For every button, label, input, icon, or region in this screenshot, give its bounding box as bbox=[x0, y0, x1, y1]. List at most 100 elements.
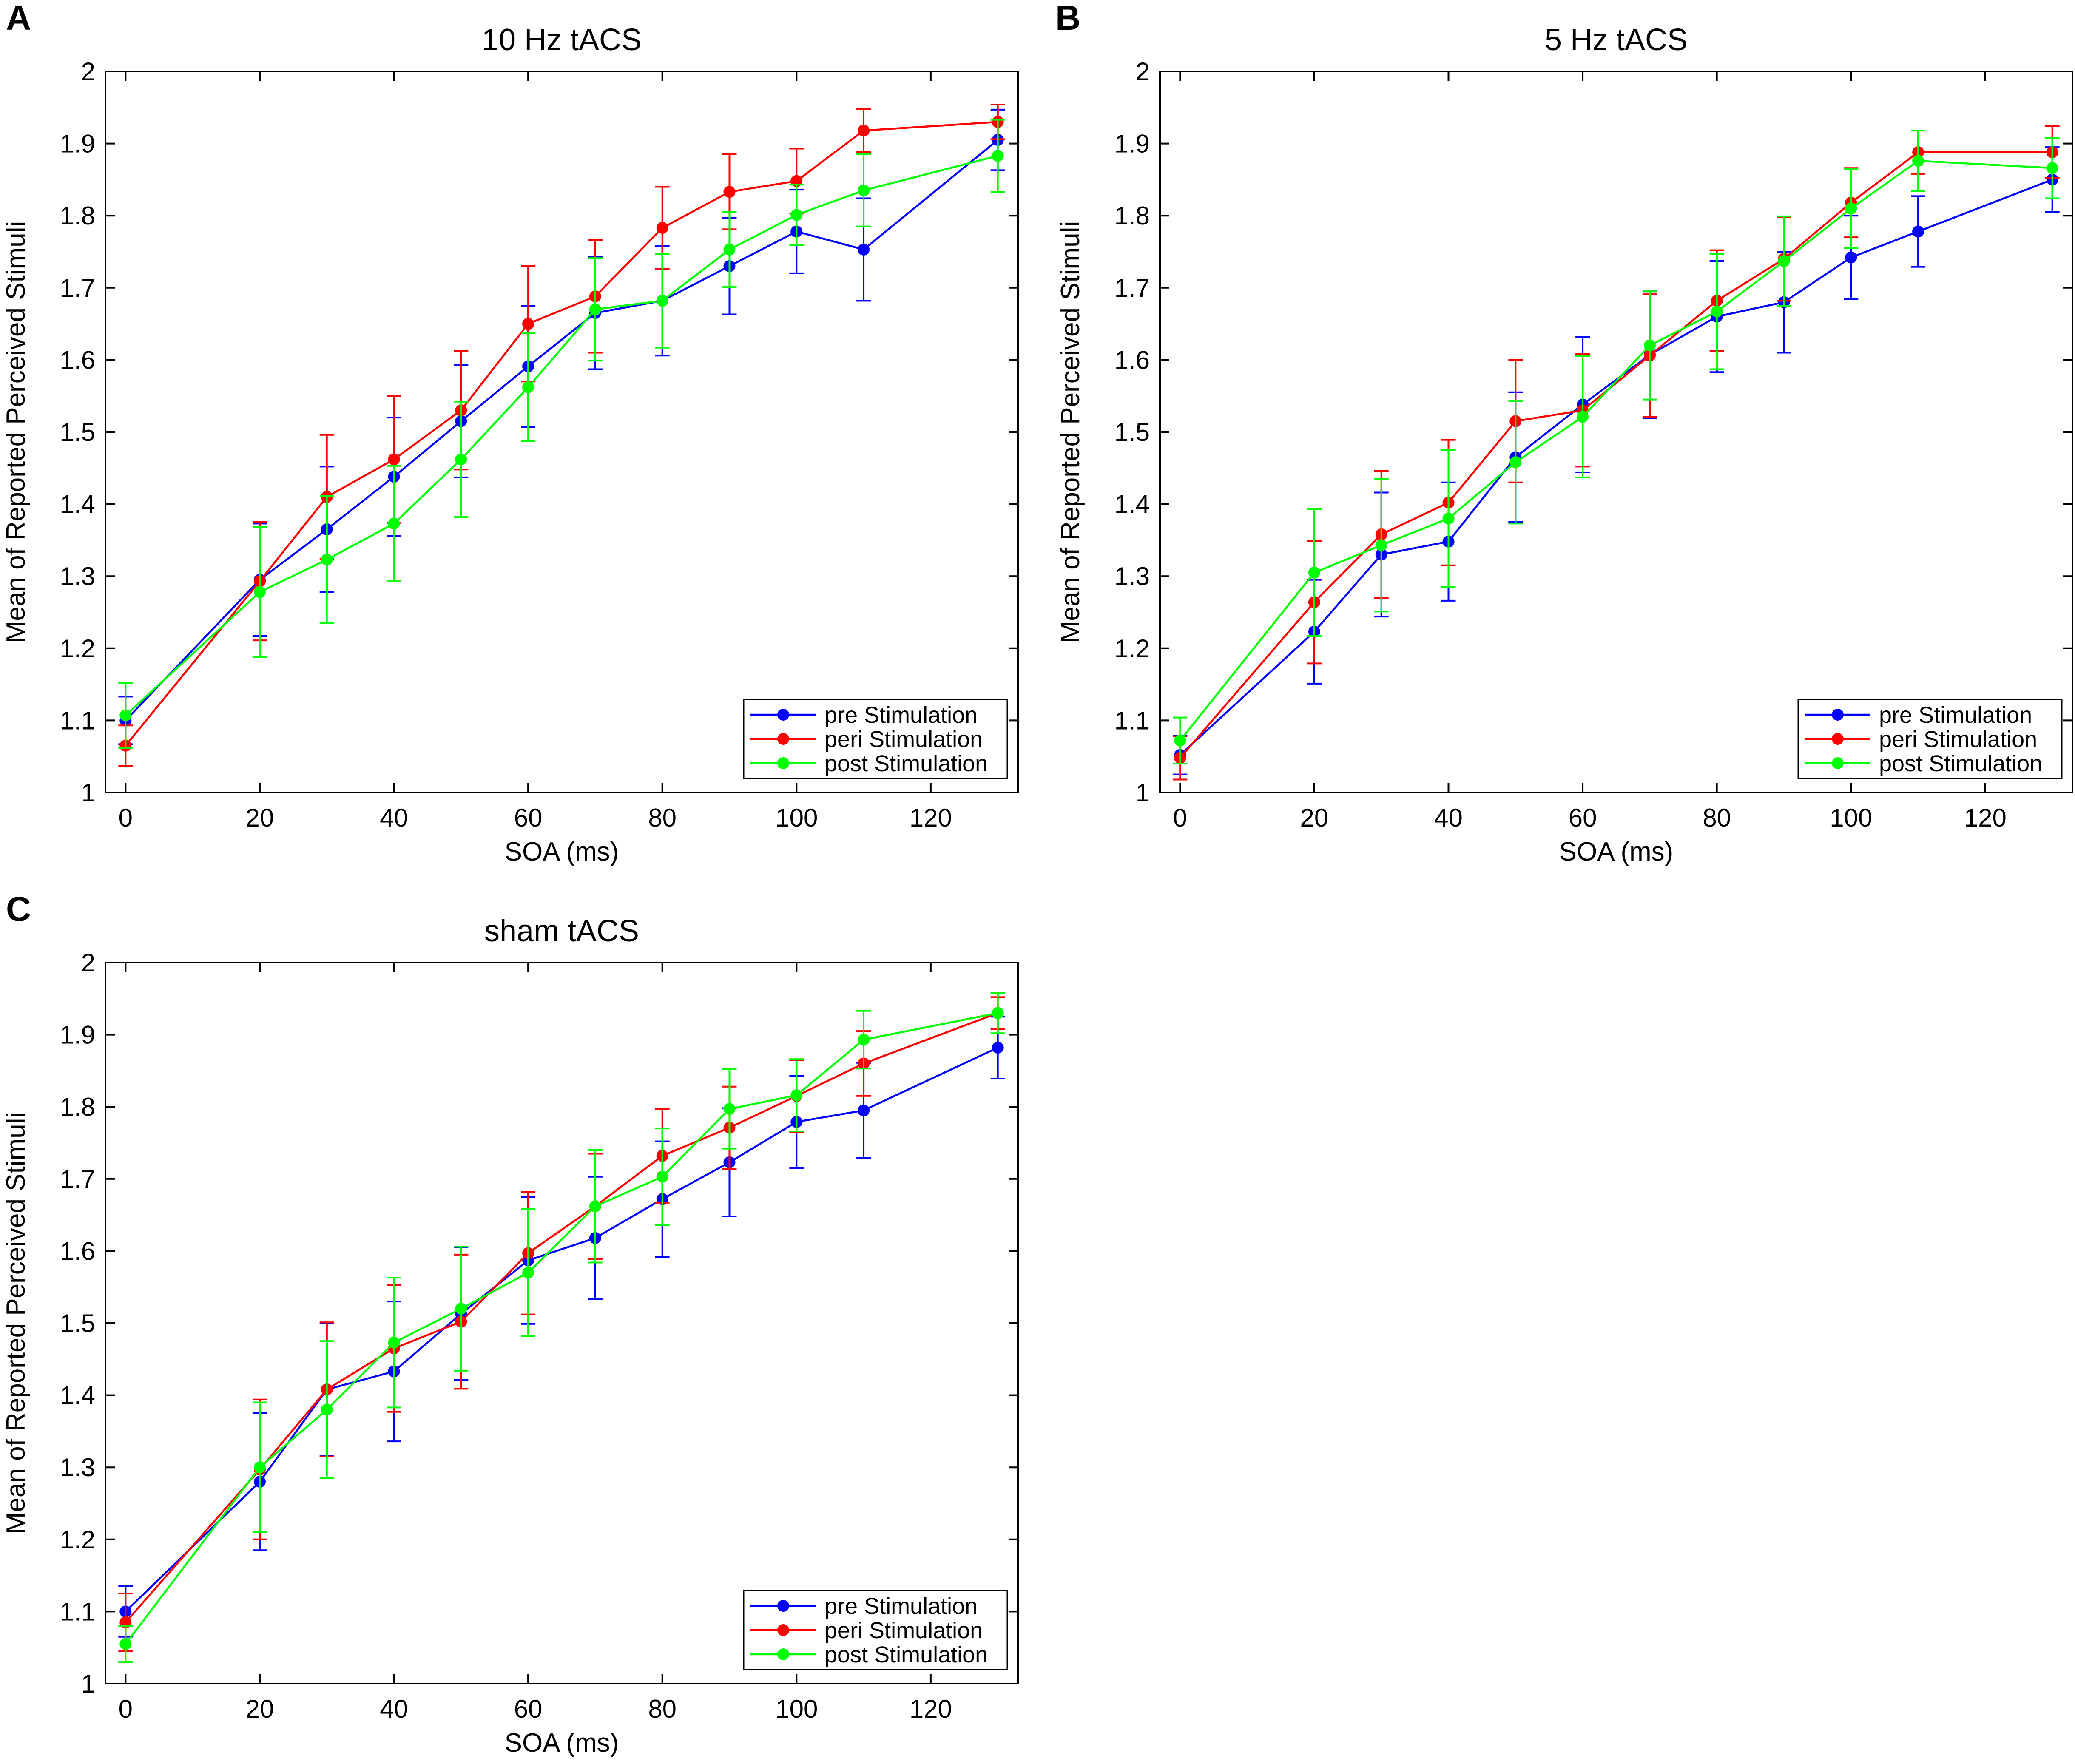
y-tick-label: 1.3 bbox=[60, 1453, 95, 1482]
legend-label: pre Stimulation bbox=[824, 1594, 978, 1619]
data-point bbox=[522, 381, 534, 393]
series-post bbox=[118, 119, 1005, 749]
data-point bbox=[119, 1638, 132, 1650]
data-point bbox=[1442, 512, 1455, 525]
x-tick-label: 0 bbox=[119, 804, 133, 832]
panel-b: B5 Hz tACS11.11.21.31.41.51.61.71.81.920… bbox=[1055, 0, 2073, 866]
y-tick-label: 1.1 bbox=[1114, 706, 1150, 735]
y-tick-label: 2 bbox=[81, 57, 95, 86]
data-point bbox=[790, 1089, 803, 1102]
y-tick-label: 1.5 bbox=[1114, 418, 1150, 446]
x-tick-label: 120 bbox=[1964, 804, 2007, 832]
y-tick-label: 1.3 bbox=[1114, 562, 1150, 591]
data-point bbox=[388, 1336, 400, 1349]
legend-swatch-marker bbox=[777, 1648, 789, 1660]
y-tick-label: 1.2 bbox=[1114, 634, 1150, 663]
data-point bbox=[1308, 566, 1320, 579]
data-point bbox=[1845, 202, 1857, 215]
x-tick-label: 100 bbox=[775, 804, 818, 832]
data-point bbox=[1778, 255, 1790, 267]
legend-label: peri Stimulation bbox=[824, 727, 983, 752]
data-point bbox=[321, 554, 333, 566]
x-axis-label: SOA (ms) bbox=[505, 1728, 619, 1758]
chart-title: 10 Hz tACS bbox=[482, 23, 642, 57]
y-tick-label: 2 bbox=[81, 949, 95, 977]
y-tick-label: 1.5 bbox=[60, 418, 95, 446]
x-tick-label: 20 bbox=[246, 804, 274, 832]
x-tick-label: 100 bbox=[775, 1695, 818, 1723]
data-point bbox=[723, 1103, 736, 1115]
data-point bbox=[455, 453, 467, 466]
data-point bbox=[858, 243, 870, 256]
data-point bbox=[1509, 456, 1522, 469]
axes-frame bbox=[105, 71, 1019, 793]
data-point bbox=[1912, 155, 1924, 167]
y-tick-label: 1.8 bbox=[1114, 202, 1150, 230]
series-line bbox=[125, 139, 999, 721]
series-peri bbox=[118, 104, 1005, 767]
y-axis-label: Mean of Reported Perceived Stimuli bbox=[1, 1112, 31, 1534]
y-tick-label: 1.6 bbox=[60, 1237, 95, 1265]
data-point bbox=[858, 125, 870, 137]
legend-swatch-marker bbox=[1832, 709, 1844, 721]
data-point bbox=[455, 1303, 467, 1315]
series-line bbox=[125, 1012, 998, 1645]
panel-letter: C bbox=[6, 890, 31, 929]
series-line bbox=[125, 1047, 998, 1613]
y-tick-label: 1.4 bbox=[1114, 490, 1150, 519]
series-pre bbox=[118, 108, 1005, 745]
y-tick-label: 1 bbox=[81, 778, 95, 807]
data-point bbox=[992, 1042, 1004, 1054]
y-tick-label: 1.3 bbox=[60, 562, 95, 591]
x-tick-label: 20 bbox=[1300, 804, 1329, 832]
axes-frame bbox=[1159, 71, 2073, 793]
axes-frame bbox=[105, 962, 1019, 1684]
data-point bbox=[1711, 305, 1723, 318]
x-tick-label: 40 bbox=[380, 1695, 408, 1723]
x-tick-label: 60 bbox=[514, 804, 543, 832]
y-tick-label: 1.1 bbox=[60, 1597, 95, 1626]
series-peri bbox=[1173, 125, 2060, 781]
x-tick-label: 0 bbox=[1173, 804, 1187, 832]
y-tick-label: 1.2 bbox=[60, 1525, 95, 1554]
series-pre bbox=[1173, 146, 2060, 775]
legend-swatch-marker bbox=[777, 1600, 789, 1612]
series-line bbox=[125, 155, 998, 716]
legend-label: peri Stimulation bbox=[1879, 727, 2037, 752]
y-tick-label: 1.6 bbox=[1114, 346, 1150, 374]
y-tick-label: 1.9 bbox=[60, 130, 95, 158]
data-point bbox=[388, 517, 400, 530]
legend-label: pre Stimulation bbox=[824, 702, 978, 728]
data-point bbox=[1845, 251, 1857, 264]
legend-swatch-marker bbox=[777, 1624, 789, 1636]
data-point bbox=[858, 1034, 870, 1046]
x-tick-label: 0 bbox=[119, 1695, 133, 1723]
data-point bbox=[321, 1403, 333, 1416]
data-point bbox=[723, 186, 736, 198]
x-tick-label: 60 bbox=[514, 1695, 543, 1723]
legend-swatch-marker bbox=[777, 733, 789, 745]
data-point bbox=[790, 209, 803, 221]
x-tick-label: 80 bbox=[648, 1695, 677, 1723]
data-point bbox=[253, 1461, 266, 1474]
panel-letter: B bbox=[1055, 0, 1080, 37]
y-tick-label: 1.4 bbox=[60, 490, 95, 519]
y-tick-label: 1.2 bbox=[60, 634, 95, 663]
panel-a: A 10 Hz tACS 1 1.1 1.2 1.3 1.4 1.5 1.6 1.7 1.8 1.9 2… bbox=[1, 0, 1019, 866]
y-tick-label: 1.9 bbox=[1114, 130, 1150, 158]
data-point bbox=[656, 295, 668, 307]
x-tick-label: 80 bbox=[1703, 804, 1731, 832]
series-post bbox=[1173, 130, 2060, 765]
y-tick-label: 1.8 bbox=[60, 202, 95, 230]
legend-label: post Stimulation bbox=[1879, 751, 2042, 776]
y-axis-label: Mean of Reported Perceived Stimuli bbox=[1056, 221, 1085, 643]
panel-letter: A bbox=[6, 0, 31, 37]
data-point bbox=[253, 586, 266, 598]
y-tick-label: 1.1 bbox=[60, 706, 95, 735]
data-point bbox=[522, 1267, 534, 1279]
legend-label: pre Stimulation bbox=[1879, 702, 2032, 728]
y-tick-label: 1.7 bbox=[60, 1165, 95, 1193]
data-point bbox=[589, 1200, 601, 1213]
x-tick-label: 40 bbox=[1434, 804, 1463, 832]
